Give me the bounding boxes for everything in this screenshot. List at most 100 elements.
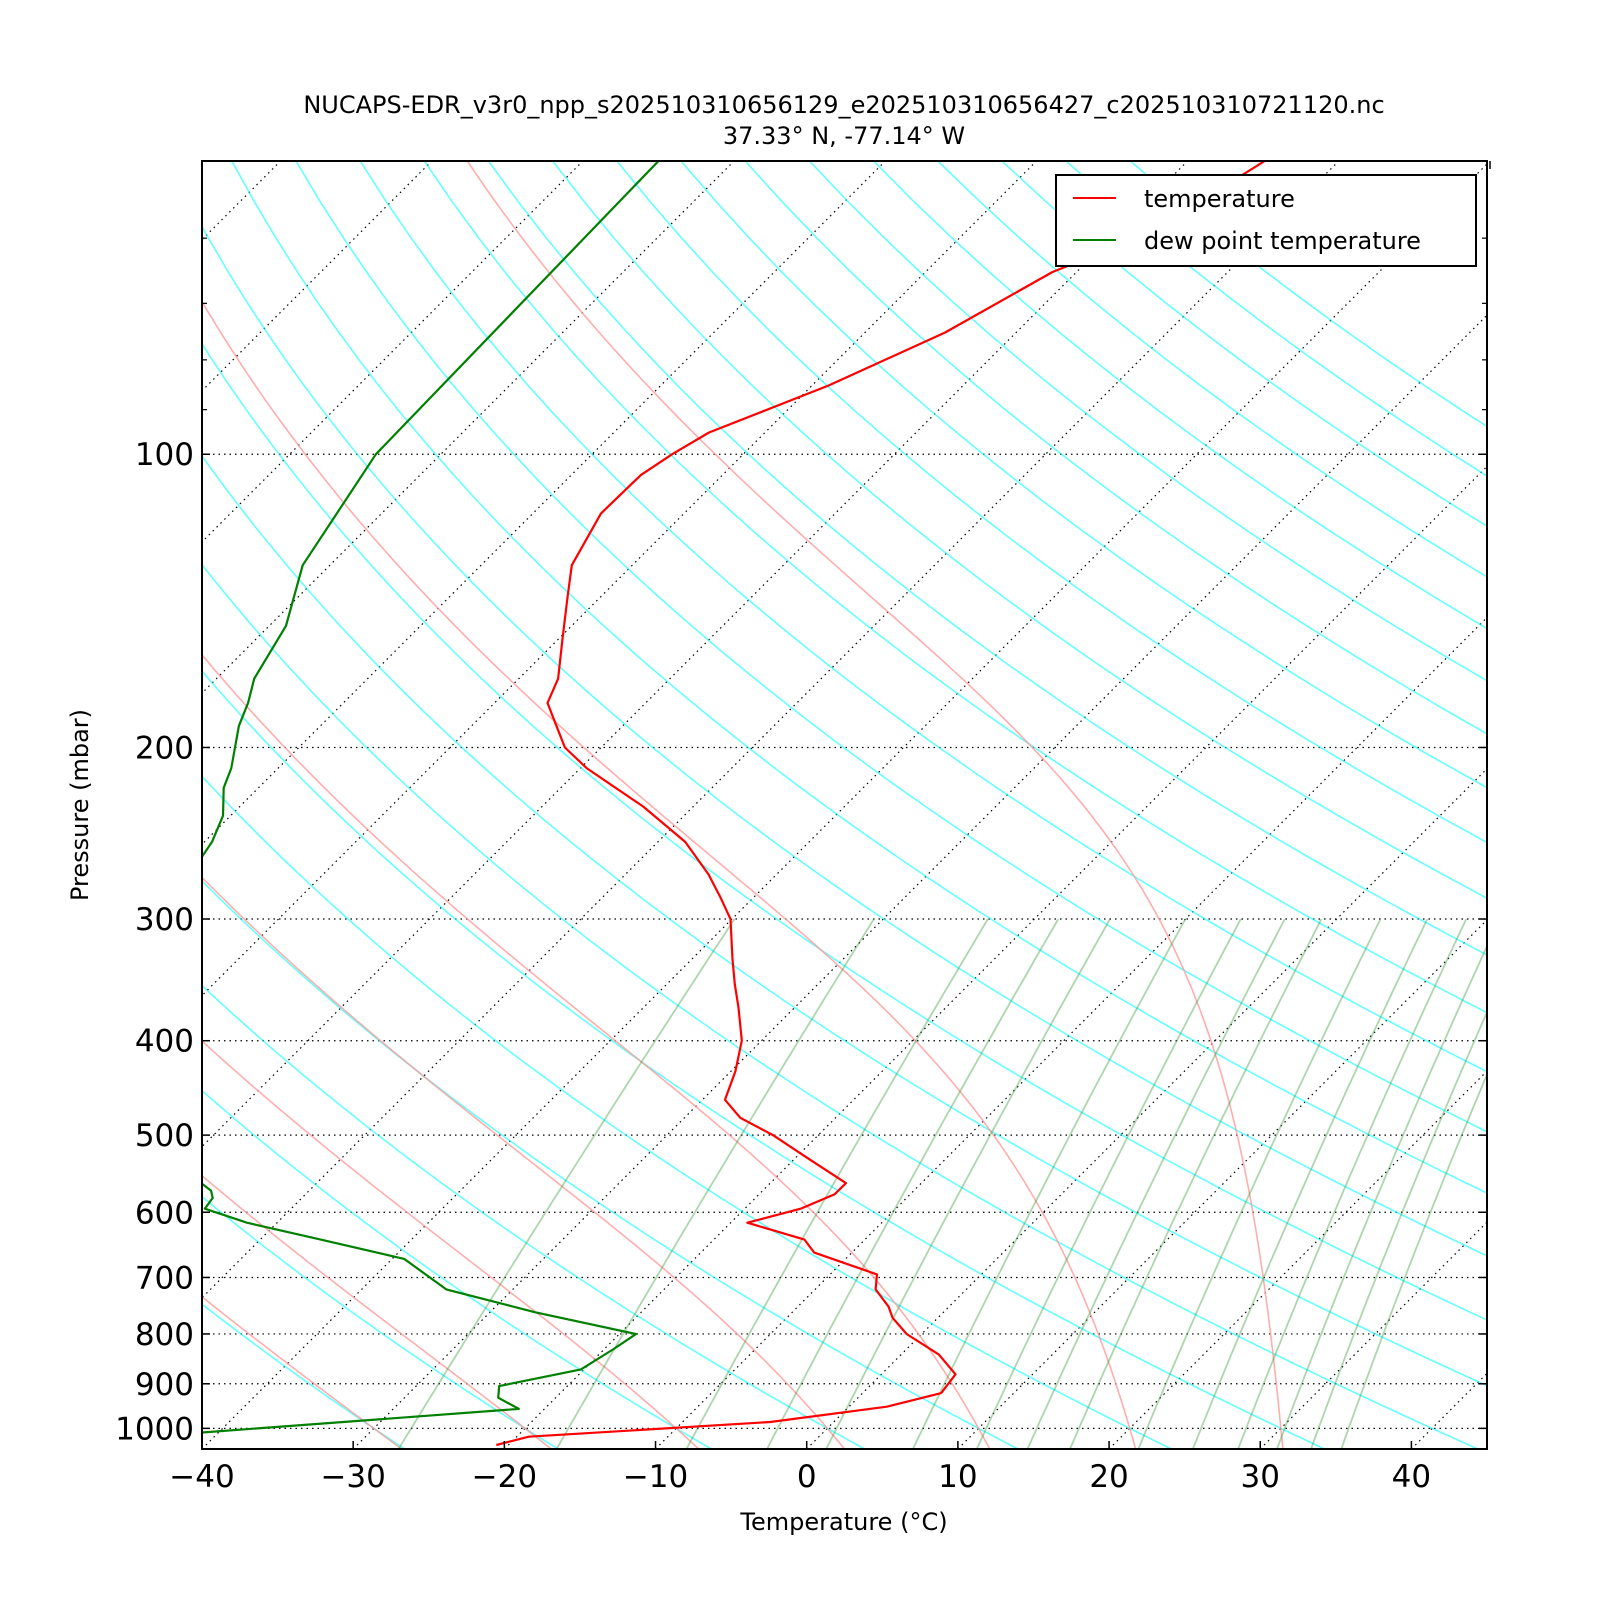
mixing-ratio-line — [1191, 918, 1429, 1449]
isotherm-gridline — [202, 161, 886, 846]
x-tick-label: −40 — [169, 1459, 234, 1495]
chart-subtitle-location: 37.33° N, -77.14° W — [723, 122, 965, 150]
x-tick-label: 40 — [1392, 1459, 1431, 1495]
x-tick-label: 20 — [1089, 1459, 1128, 1495]
x-tick-label: 10 — [938, 1459, 977, 1495]
pressure-gridlines — [202, 453, 1487, 1429]
isotherm-gridline — [352, 314, 1487, 1449]
isotherm-gridline — [0, 161, 129, 1449]
dry-adiabat — [202, 984, 866, 1449]
y-tick-label: 200 — [135, 730, 194, 766]
dry-adiabat — [202, 879, 1019, 1449]
mixing-ratio-line — [1340, 1072, 1487, 1449]
moist-adiabat — [202, 1039, 700, 1449]
dry-adiabat — [295, 161, 1487, 1133]
moist-adiabat — [202, 300, 1137, 1449]
dry-adiabat — [202, 1303, 406, 1449]
dry-adiabat — [873, 161, 1487, 630]
isotherm-gridline — [1108, 1070, 1487, 1449]
dry-adiabat — [1065, 161, 1487, 477]
temperature-profile-line — [496, 161, 1266, 1447]
dry-adiabat — [616, 161, 1487, 844]
x-tick-label: 0 — [797, 1459, 817, 1495]
mixing-ratio-line — [1310, 1009, 1487, 1449]
legend: temperature dew point temperature — [1055, 174, 1477, 267]
dry-adiabat — [202, 563, 1479, 1449]
isotherm-gridline — [806, 767, 1487, 1449]
y-axis-ticks: 100 200 300 400 500 600 700 800 900 1000 — [115, 160, 1487, 1447]
dry-adiabat — [552, 161, 1487, 900]
dry-adiabat — [423, 161, 1487, 1014]
dry-adiabat — [202, 775, 1172, 1449]
dry-adiabat — [808, 161, 1487, 682]
x-tick-label: −10 — [623, 1459, 688, 1495]
plot-frame — [201, 160, 1488, 1450]
y-tick-label: 700 — [135, 1260, 194, 1296]
isotherm-gridline — [202, 161, 282, 241]
mixing-ratio-line — [912, 918, 1187, 1449]
moist-adiabat — [202, 653, 991, 1449]
y-tick-label: 400 — [135, 1024, 194, 1060]
y-tick-label: 100 — [135, 437, 194, 473]
dry-adiabat — [202, 1089, 712, 1449]
mixing-ratio-line — [975, 918, 1242, 1449]
x-tick-label: −20 — [472, 1459, 537, 1495]
dry-adiabat — [1129, 161, 1487, 428]
isotherm-gridline — [957, 919, 1487, 1449]
isotherm-gridline — [503, 465, 1487, 1449]
dry-adiabat — [202, 1195, 559, 1449]
x-tick-label: 30 — [1241, 1459, 1280, 1495]
isotherm-gridline — [202, 161, 1189, 1148]
mixing-ratio-lines — [397, 918, 1487, 1449]
dry-adiabat — [680, 161, 1487, 789]
moist-adiabat — [202, 876, 846, 1449]
y-tick-label: 1000 — [115, 1411, 194, 1447]
dry-adiabat — [202, 342, 1487, 1321]
legend-box — [1055, 174, 1477, 267]
dry-adiabat — [359, 161, 1487, 1073]
moist-adiabat — [202, 1295, 403, 1449]
mixing-ratio-line — [1137, 918, 1382, 1449]
dry-adiabat — [202, 669, 1325, 1449]
plot-area — [0, 161, 1600, 1449]
dry-adiabats — [202, 161, 1487, 1449]
isotherm-gridline — [202, 161, 735, 694]
moist-adiabat — [466, 161, 1284, 1449]
isotherm-gridline — [202, 161, 1340, 1299]
moist-adiabats — [202, 161, 1284, 1449]
mixing-ratio-line — [555, 918, 875, 1449]
y-tick-label: 900 — [135, 1367, 194, 1403]
isotherm-gridline — [202, 163, 1487, 1449]
dry-adiabat — [487, 161, 1487, 956]
data-series — [202, 161, 1266, 1447]
mixing-ratio-line — [1237, 918, 1468, 1449]
mixing-ratio-line — [1276, 944, 1487, 1449]
dry-adiabat — [937, 161, 1487, 578]
x-tick-label: −30 — [320, 1459, 385, 1495]
dew-point-temperature-profile-line — [202, 161, 660, 1434]
moist-adiabat — [202, 1174, 552, 1449]
y-tick-label: 500 — [135, 1118, 194, 1154]
legend-dewpoint-label: dew point temperature — [1144, 227, 1421, 255]
mixing-ratio-line — [685, 918, 989, 1449]
isotherm-gridline — [1259, 1221, 1487, 1449]
mixing-ratio-line — [1069, 918, 1323, 1449]
isotherm-gridline — [1410, 1372, 1487, 1449]
dry-adiabat — [202, 454, 1487, 1387]
mixing-ratio-line — [397, 918, 736, 1449]
mixing-ratio-line — [1026, 918, 1286, 1449]
dry-adiabat — [744, 161, 1487, 735]
dry-adiabat — [1001, 161, 1487, 528]
y-axis-label: Pressure (mbar) — [66, 709, 94, 901]
dry-adiabat — [231, 161, 1487, 1194]
y-tick-label: 800 — [135, 1317, 194, 1353]
skewed-temperature-gridlines — [0, 161, 1600, 1449]
isotherm-gridline — [202, 161, 433, 392]
legend-temperature-label: temperature — [1144, 185, 1295, 213]
mixing-ratio-line — [766, 918, 1060, 1449]
mixing-ratio-line — [825, 918, 1111, 1449]
isotherm-gridline — [655, 616, 1487, 1449]
y-tick-label: 600 — [135, 1195, 194, 1231]
isotherm-gridline — [1563, 161, 1600, 1449]
